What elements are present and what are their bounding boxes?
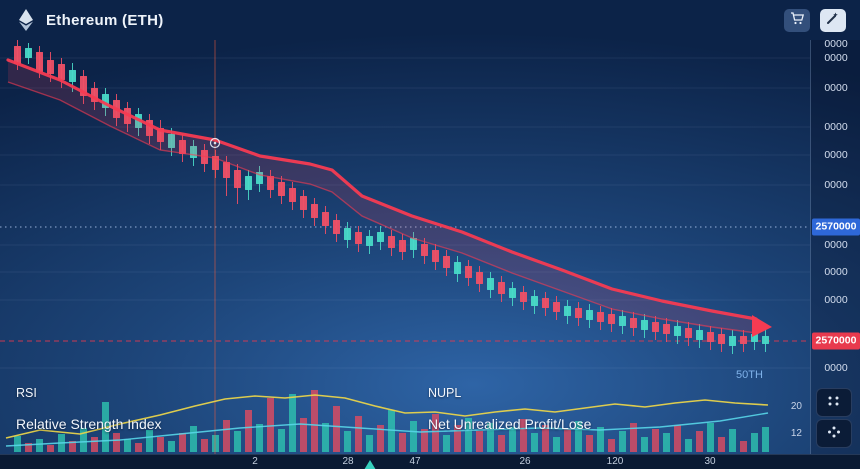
50th-tag: 50TH xyxy=(736,369,763,381)
price-axis-label: 0000 xyxy=(824,294,848,306)
price-level-badge-red: 2570000 xyxy=(812,332,860,350)
price-axis-label: 0000 xyxy=(824,52,848,64)
page-title: Ethereum (ETH) xyxy=(46,11,164,29)
ethereum-icon xyxy=(16,8,36,32)
price-axis-label: 0000 xyxy=(824,179,848,191)
cart-icon xyxy=(790,11,805,30)
price-axis-label: 0000 xyxy=(824,266,848,278)
time-axis-label: 2 xyxy=(252,456,258,467)
rsi-title: Relative Strength Index xyxy=(16,416,162,432)
price-axis-label: 0000 xyxy=(824,362,848,374)
wand-icon xyxy=(826,11,840,30)
time-axis-label: 47 xyxy=(409,456,421,467)
nupl-label: NUPL xyxy=(428,386,462,400)
indicator-scale-value: 12 xyxy=(790,428,802,439)
cart-button[interactable] xyxy=(784,9,810,32)
price-level-badge-blue: 2570000 xyxy=(812,218,860,236)
indicator-scale-value: 20 xyxy=(790,401,802,412)
wand-button[interactable] xyxy=(820,9,846,32)
price-axis-label: 0000 xyxy=(824,82,848,94)
panel-diamond-button[interactable] xyxy=(816,419,852,448)
price-axis[interactable]: 2570000 2570000 0000 0000 0000 0000 0000 0000… xyxy=(810,38,860,455)
grid-dots-icon xyxy=(827,394,841,412)
candlestick-chart[interactable] xyxy=(0,0,810,456)
price-axis-label: 0000 xyxy=(824,121,848,133)
time-axis-label: 28 xyxy=(342,456,354,467)
price-axis-label: 0000 xyxy=(824,239,848,251)
header-actions xyxy=(784,9,846,32)
price-axis-label: 0000 xyxy=(824,149,848,161)
nupl-title: Net Unrealized Profit/Lose xyxy=(428,416,592,432)
time-axis-label: 26 xyxy=(519,456,531,467)
time-axis-label: 30 xyxy=(704,456,716,467)
panel-grid-button[interactable] xyxy=(816,388,852,417)
time-axis-label: 120 xyxy=(606,456,624,467)
rsi-label: RSI xyxy=(16,386,37,400)
price-axis-label: 0000 xyxy=(824,38,848,50)
time-axis[interactable]: 2 28 47 26 120 30 xyxy=(0,454,860,469)
header: Ethereum (ETH) xyxy=(0,0,860,40)
diamond-dots-icon xyxy=(827,425,841,443)
time-axis-logo-icon xyxy=(364,457,376,469)
